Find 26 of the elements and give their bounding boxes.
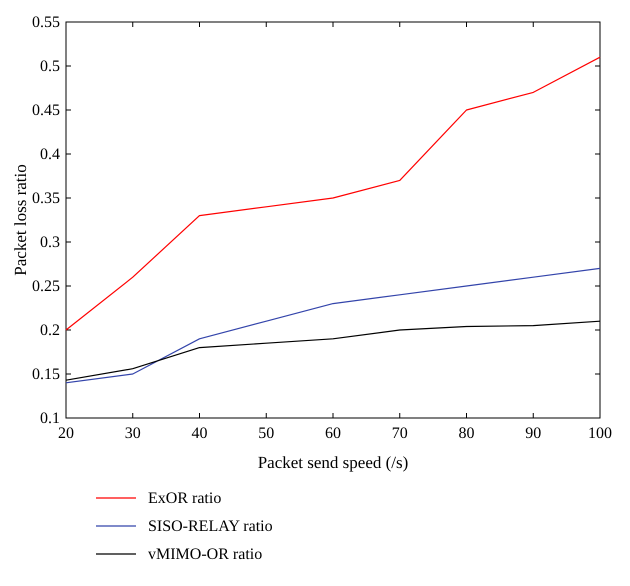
x-tick-label: 70 bbox=[392, 425, 408, 442]
x-tick-label: 30 bbox=[124, 425, 141, 442]
y-tick-label: 0.2 bbox=[40, 322, 60, 339]
y-tick-label: 0.5 bbox=[40, 58, 60, 75]
y-tick-label: 0.25 bbox=[32, 278, 60, 295]
x-tick-label: 20 bbox=[58, 425, 74, 442]
y-tick-label: 0.3 bbox=[40, 234, 60, 251]
x-tick-label: 50 bbox=[258, 425, 274, 442]
legend-label: ExOR ratio bbox=[148, 490, 222, 507]
y-tick-label: 0.55 bbox=[32, 14, 60, 31]
x-tick-label: 90 bbox=[525, 425, 542, 442]
line-series bbox=[65, 56, 601, 331]
line-series bbox=[65, 268, 601, 384]
x-tick-label: 80 bbox=[458, 425, 474, 442]
y-tick-label: 0.35 bbox=[32, 190, 60, 207]
x-tick-label: 100 bbox=[588, 425, 612, 442]
x-axis-title: Packet send speed (/s) bbox=[258, 453, 408, 472]
legend-label: vMIMO-OR ratio bbox=[148, 546, 262, 563]
x-tick-label: 40 bbox=[192, 425, 208, 442]
y-tick-label: 0.1 bbox=[40, 410, 60, 427]
y-tick-label: 0.45 bbox=[32, 102, 60, 119]
y-tick-label: 0.4 bbox=[40, 146, 60, 163]
y-tick-label: 0.15 bbox=[32, 366, 60, 383]
x-tick-label: 60 bbox=[325, 425, 341, 442]
y-axis-title: Packet loss ratio bbox=[11, 164, 30, 276]
legend-label: SISO-RELAY ratio bbox=[148, 518, 273, 535]
